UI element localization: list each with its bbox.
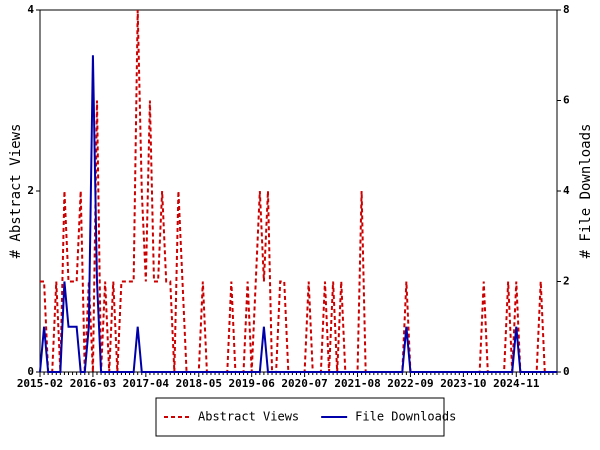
x-tick-label: 2015-02 [17, 377, 63, 390]
x-tick-label: 2018-05 [176, 377, 222, 390]
legend-box [155, 397, 445, 437]
series-line [40, 9, 557, 373]
y2-tick-label: 8 [563, 3, 570, 16]
x-tick-label: 2017-04 [123, 377, 170, 390]
y-axis-title: # Abstract Views [8, 124, 24, 259]
y-tick-label: 2 [27, 184, 34, 197]
x-tick-label: 2022-09 [387, 377, 433, 390]
x-tick-label: 2019-06 [229, 377, 276, 390]
y2-tick-label: 6 [563, 94, 570, 107]
legend-label: File Downloads [355, 410, 456, 424]
x-tick-label: 2020-07 [281, 377, 327, 390]
plot-frame [39, 9, 558, 373]
y2-tick-label: 0 [563, 365, 570, 378]
x-tick-label: 2023-10 [440, 377, 486, 390]
series-line [39, 55, 557, 373]
x-tick-label: 2021-08 [334, 377, 380, 390]
y2-tick-label: 2 [563, 275, 570, 288]
legend-label: Abstract Views [198, 410, 299, 424]
y-tick-label: 0 [27, 365, 34, 378]
y2-axis-title: # File Downloads [578, 124, 594, 259]
x-tick-label: 2024-11 [493, 377, 540, 390]
x-tick-label: 2016-03 [70, 377, 116, 390]
y-tick-label: 4 [27, 3, 34, 16]
y2-tick-label: 4 [563, 184, 570, 197]
